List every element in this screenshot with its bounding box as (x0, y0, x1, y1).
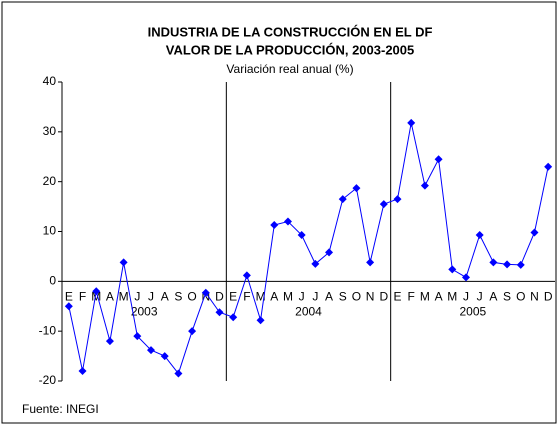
data-point (64, 302, 73, 311)
y-axis-label: Variación real anual (%) (226, 62, 353, 76)
y-tick-label: 0 (49, 274, 56, 288)
x-tick-label: N (366, 290, 375, 304)
data-point (215, 308, 224, 317)
data-point (393, 195, 402, 204)
data-point (325, 248, 334, 257)
x-tick-label: A (489, 290, 497, 304)
x-tick-label: N (530, 290, 539, 304)
chart-subtitle: VALOR DE LA PRODUCCIÓN, 2003-2005 (166, 42, 415, 57)
data-point (133, 332, 142, 341)
x-tick-label: A (435, 290, 443, 304)
x-tick-label: J (299, 290, 305, 304)
data-point (475, 230, 484, 239)
x-tick-label: O (352, 290, 361, 304)
x-tick-label: F (79, 290, 86, 304)
x-tick-label: F (243, 290, 250, 304)
data-point (297, 230, 306, 239)
data-point (352, 184, 361, 193)
x-tick-label: D (379, 290, 388, 304)
x-tick-label: E (65, 290, 73, 304)
y-tick-label: 20 (43, 174, 57, 188)
data-point (229, 313, 238, 322)
data-point (544, 162, 553, 171)
data-point (407, 118, 416, 127)
x-tick-label: S (503, 290, 511, 304)
data-point (489, 258, 498, 267)
data-point (242, 271, 251, 280)
x-tick-label: S (174, 290, 182, 304)
data-point (503, 260, 512, 269)
y-tick-label: 40 (43, 74, 57, 88)
data-point (119, 258, 128, 267)
x-tick-label: D (544, 290, 553, 304)
x-tick-label: M (283, 290, 293, 304)
data-point (516, 260, 525, 269)
x-tick-label: M (119, 290, 129, 304)
x-tick-label: J (477, 290, 483, 304)
year-label: 2003 (131, 305, 158, 319)
source-note: Fuente: INEGI (22, 402, 99, 416)
x-tick-label: J (312, 290, 318, 304)
data-point (174, 369, 183, 378)
data-point (283, 217, 292, 226)
data-point (78, 367, 87, 376)
x-tick-label: J (463, 290, 469, 304)
x-tick-label: E (394, 290, 402, 304)
data-line (68, 122, 549, 375)
x-tick-label: O (516, 290, 525, 304)
x-tick-label: M (91, 290, 101, 304)
x-tick-label: S (339, 290, 347, 304)
data-point (448, 265, 457, 274)
data-point (270, 221, 279, 230)
year-label: 2004 (295, 305, 322, 319)
data-point (530, 228, 539, 237)
data-point (188, 327, 197, 336)
data-point (366, 258, 375, 267)
x-tick-label: O (187, 290, 196, 304)
x-tick-label: M (256, 290, 266, 304)
y-tick-label: 30 (43, 124, 57, 138)
data-point (379, 200, 388, 209)
x-tick-label: E (229, 290, 237, 304)
data-point (201, 288, 210, 297)
chart-title: INDUSTRIA DE LA CONSTRUCCIÓN EN EL DF (148, 24, 433, 39)
data-point (461, 273, 470, 282)
x-tick-label: D (215, 290, 224, 304)
y-tick-label: -10 (39, 323, 57, 337)
x-tick-label: M (447, 290, 457, 304)
data-point (160, 352, 169, 361)
x-tick-label: A (325, 290, 333, 304)
x-tick-label: A (161, 290, 169, 304)
data-point (256, 316, 265, 325)
data-point (311, 259, 320, 268)
x-tick-label: A (106, 290, 114, 304)
data-point (434, 155, 443, 164)
x-tick-label: A (270, 290, 278, 304)
data-point (420, 181, 429, 190)
y-tick-label: -20 (39, 373, 57, 387)
y-tick-label: 10 (43, 224, 57, 238)
x-tick-label: F (408, 290, 415, 304)
x-tick-label: J (148, 290, 154, 304)
data-point (147, 346, 156, 355)
data-point (92, 287, 101, 296)
x-tick-label: M (420, 290, 430, 304)
data-point (338, 195, 347, 204)
x-tick-label: J (134, 290, 140, 304)
data-point (105, 337, 114, 346)
year-label: 2005 (459, 305, 486, 319)
